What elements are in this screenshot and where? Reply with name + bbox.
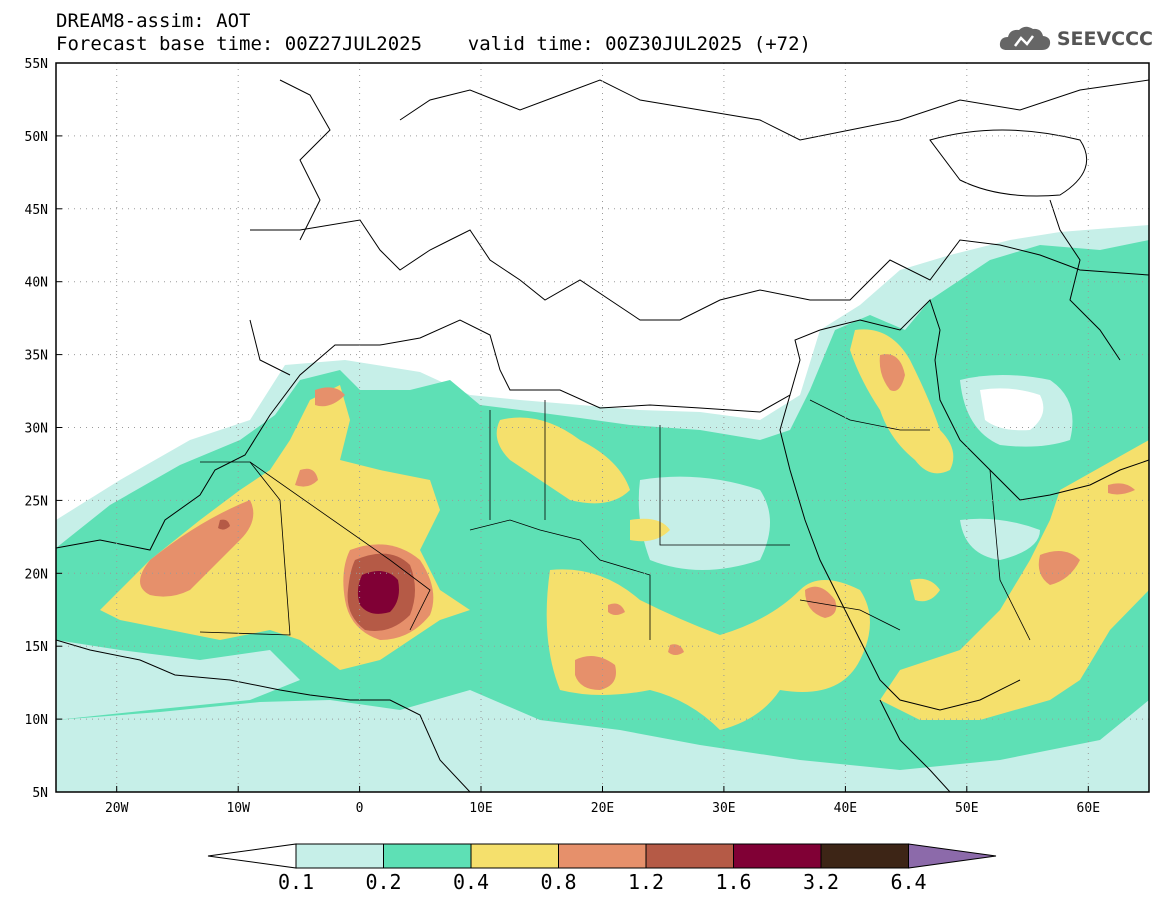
y-tick-label: 15N [25,640,48,655]
colorbar-label: 6.4 [890,870,927,894]
colorbar-label: 0.2 [365,870,402,894]
y-tick-label: 5N [32,786,48,801]
colorbar-low-arrow [207,843,297,869]
colorbar [207,843,997,869]
colorbar-swatch [295,843,384,869]
colorbar-label: 0.1 [277,870,315,894]
x-tick-label: 20W [105,801,129,816]
forecast-times: Forecast base time: 00Z27JUL2025 valid t… [56,33,811,55]
colorbar-swatch [470,843,559,869]
country-borders [199,399,1031,641]
y-tick-label: 35N [25,349,48,364]
cloud-icon [999,26,1050,50]
x-tick-label: 20E [591,801,614,816]
y-tick-label: 20N [25,567,48,582]
x-tick-labels: 20W 10W 0 10E 20E 30E 40E 50E 60E [105,801,1100,816]
colorbar-high-arrow [908,843,997,869]
colorbar-swatch [558,843,647,869]
x-tick-label: 60E [1077,801,1100,816]
aot-level-1.6 [357,571,399,614]
x-tick-label: 0 [356,801,364,816]
coastlines [56,79,1149,792]
y-tick-label: 50N [25,130,48,145]
colorbar-swatch [733,843,822,869]
aot-field [56,225,1149,792]
logo-text: SEEVCCC [1056,28,1153,50]
colorbar-label: 1.6 [715,870,752,894]
seevccc-logo: SEEVCCC [997,24,1153,54]
y-tick-label: 55N [25,57,48,72]
colorbar-label: 1.2 [627,870,665,894]
y-tick-label: 30N [25,422,48,437]
y-tick-label: 25N [25,494,48,509]
y-tick-label: 40N [25,276,48,291]
graticule [56,63,1149,792]
y-tick-label: 45N [25,203,48,218]
colorbar-label: 0.4 [452,870,490,894]
colorbar-label: 3.2 [802,870,840,894]
x-tick-label: 50E [955,801,978,816]
colorbar-label: 0.8 [540,870,577,894]
x-tick-label: 10E [469,801,492,816]
axis-ticks [56,135,1089,792]
x-tick-label: 40E [834,801,857,816]
colorbar-swatch [645,843,734,869]
y-tick-labels: 55N 50N 45N 40N 35N 30N 25N 20N 15N 10N … [25,57,48,801]
y-tick-label: 10N [25,713,48,728]
x-tick-label: 10W [226,801,250,816]
colorbar-swatch [383,843,472,869]
colorbar-swatch [820,843,909,869]
product-title: DREAM8-assim: AOT [56,10,251,32]
x-tick-label: 30E [712,801,735,816]
